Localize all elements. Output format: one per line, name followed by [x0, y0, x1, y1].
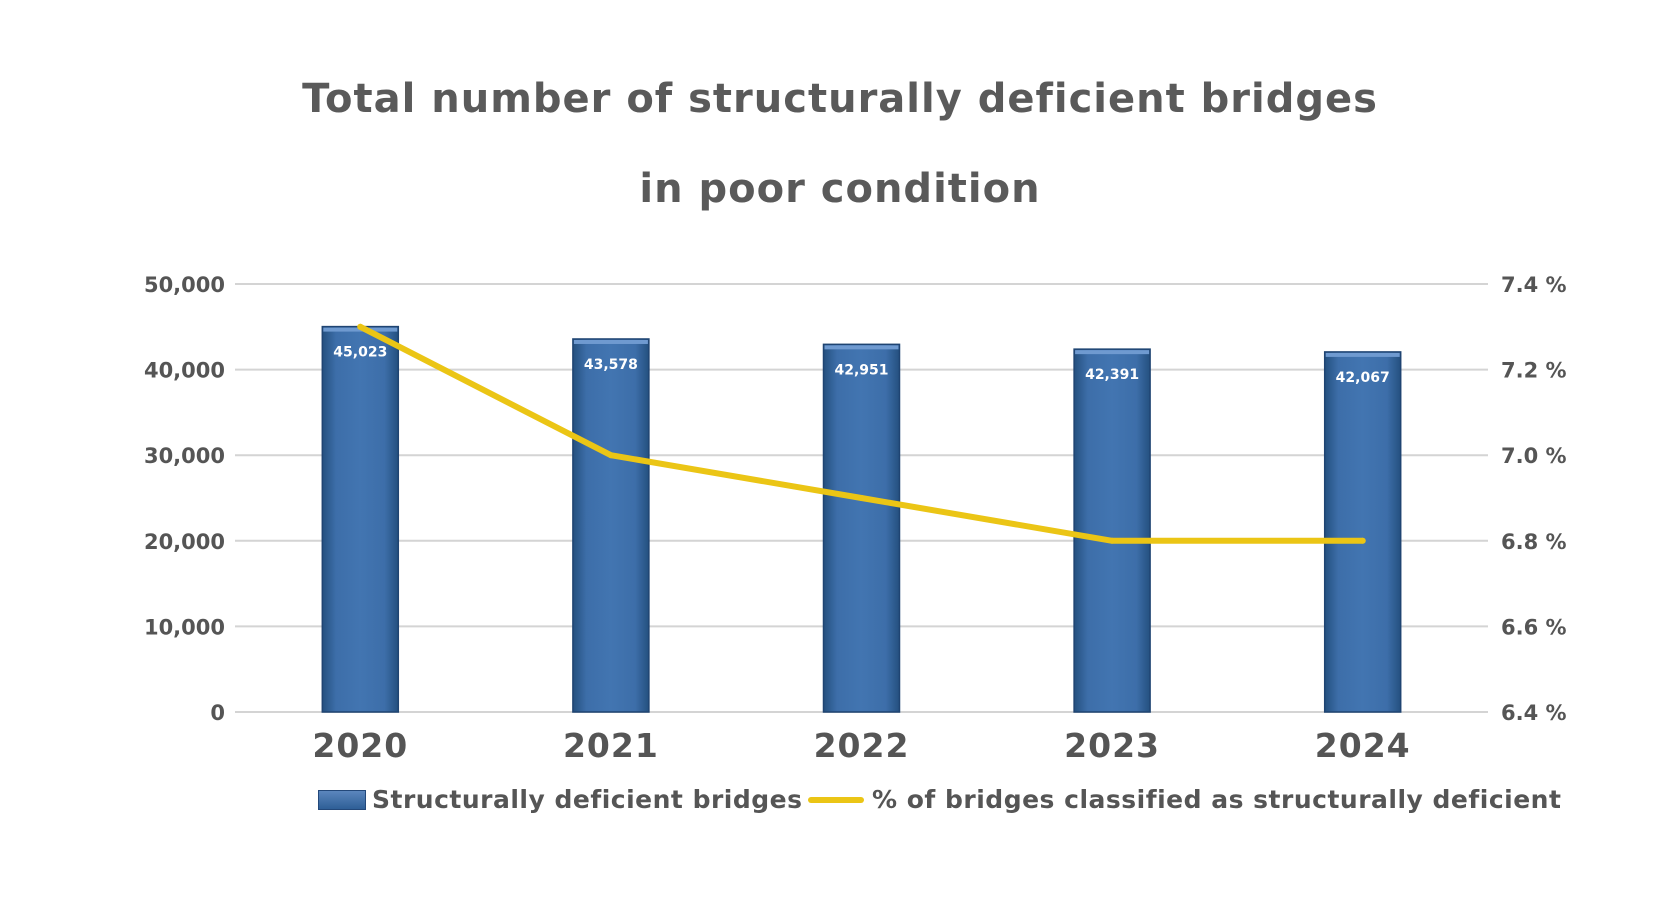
right-axis-tick-label: 7.0 % [1501, 444, 1567, 468]
right-axis-tick-label: 6.4 % [1501, 701, 1567, 725]
bar-data-label: 42,391 [1085, 367, 1139, 383]
category-label: 2021 [563, 726, 659, 765]
right-axis-tick-label: 7.4 % [1501, 273, 1567, 297]
left-axis-tick-label: 40,000 [144, 359, 225, 383]
legend-item-bars: Structurally deficient bridges [318, 785, 803, 814]
right-axis-tick-label: 6.8 % [1501, 530, 1567, 554]
bar-highlight [1075, 350, 1150, 355]
line-point-2024 [1359, 537, 1366, 544]
bar-2023 [1073, 348, 1151, 713]
line-point-2023 [1109, 537, 1116, 544]
legend: Structurally deficient bridges % of brid… [0, 785, 1680, 825]
bar-2021 [572, 338, 650, 713]
legend-label-line: % of bridges classified as structurally … [872, 785, 1562, 814]
category-label: 2022 [814, 726, 910, 765]
bar-2022 [822, 343, 901, 713]
legend-swatch-line [808, 796, 864, 803]
line-point-2022 [858, 495, 865, 501]
legend-label-bars: Structurally deficient bridges [372, 785, 803, 814]
left-axis-tick-label: 50,000 [144, 273, 225, 297]
line-point-2021 [607, 452, 614, 459]
left-axis-tick-label: 0 [210, 701, 225, 725]
line-point-2020 [357, 323, 364, 330]
bar-data-label: 42,067 [1336, 370, 1390, 386]
chart-title-line2: in poor condition [639, 166, 1041, 212]
bar-data-label: 45,023 [333, 345, 387, 361]
category-label: 2023 [1064, 726, 1160, 765]
legend-swatch-bars [318, 789, 366, 810]
bar-data-label: 43,578 [584, 357, 638, 373]
bar-highlight [1325, 352, 1400, 357]
chart-title-line1: Total number of structurally deficient b… [302, 76, 1378, 122]
left-axis-tick-label: 30,000 [144, 444, 225, 468]
left-axis-tick-label: 10,000 [144, 615, 225, 639]
bar-highlight [824, 345, 899, 350]
bar-data-label: 42,951 [834, 362, 888, 378]
left-axis-tick-label: 20,000 [144, 530, 225, 554]
category-label: 2024 [1315, 726, 1411, 765]
bar-highlight [573, 339, 648, 344]
right-axis-tick-label: 7.2 % [1501, 359, 1567, 383]
legend-item-line: % of bridges classified as structurally … [808, 785, 1561, 814]
bar-2024 [1323, 351, 1402, 713]
bar-2020 [321, 325, 400, 713]
right-axis-tick-label: 6.6 % [1501, 615, 1567, 639]
category-label: 2020 [312, 726, 408, 765]
